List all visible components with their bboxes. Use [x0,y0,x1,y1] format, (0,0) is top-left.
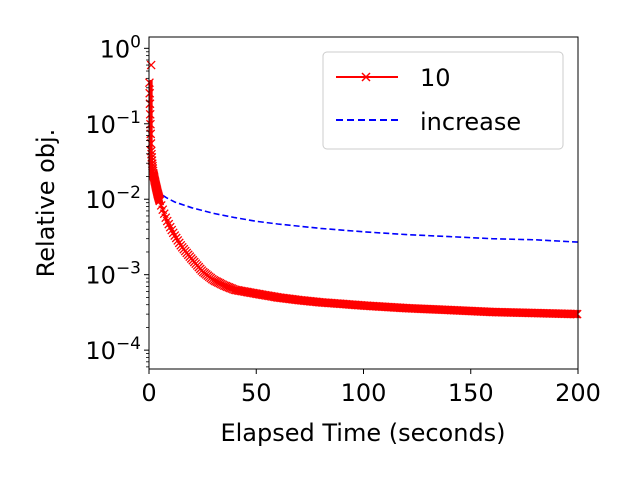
legend-marker-10 [361,72,371,82]
x-tick-label: 50 [241,379,272,407]
x-axis-ticks: 0 50 100 150 200 [141,369,601,407]
y-tick-label: 10−4 [85,334,141,365]
series-marker-10 [572,309,582,319]
series-markers-10 [144,78,582,319]
y-tick-label: 10−2 [85,183,141,214]
x-axis-label: Elapsed Time (seconds) [220,419,505,447]
legend-label-10: 10 [420,64,451,92]
y-tick-label: 100 [100,32,141,63]
x-tick-label: 100 [341,379,387,407]
series-marker-10 [171,233,181,243]
y-axis-label: Relative obj. [32,129,60,278]
legend: 10 increase [322,51,564,150]
series-marker-10 [173,235,183,245]
legend-label-increase: increase [420,108,521,136]
series-marker-10 [167,225,177,235]
y-tick-label: 10−1 [85,108,141,139]
x-tick-label: 150 [448,379,494,407]
series-layer [144,60,582,319]
series-marker-10 [569,309,579,319]
series-marker-10 [174,238,184,248]
series-marker-10 [170,231,180,241]
plot-area [144,36,582,370]
y-tick-label: 10−3 [85,259,141,290]
y-axis-ticks: 100 10−1 10−2 10−3 10−4 [85,32,149,368]
series-outlier-marker [146,60,156,70]
series-marker-10 [165,222,175,232]
series-marker-10 [168,228,178,238]
x-tick-label: 200 [555,379,601,407]
x-tick-label: 0 [141,379,156,407]
